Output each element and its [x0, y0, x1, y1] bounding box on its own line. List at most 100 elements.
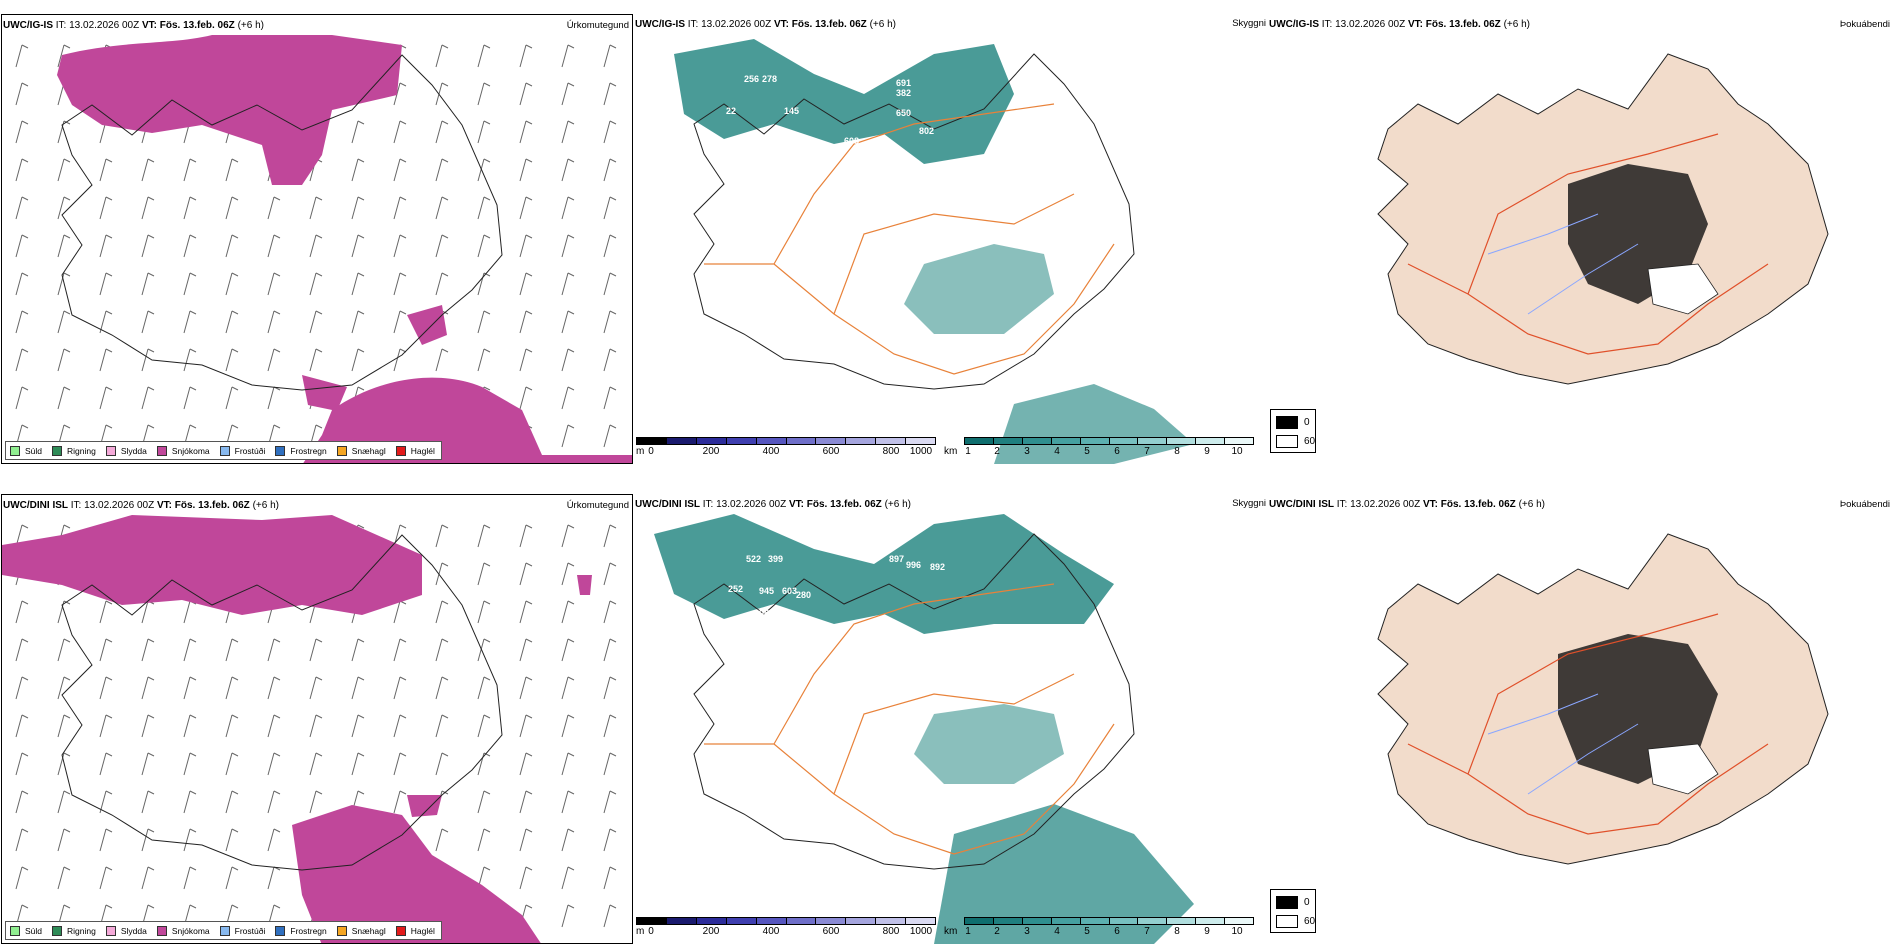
wind-barb-flag — [189, 424, 197, 429]
visibility-colorbar-strip — [964, 437, 1254, 445]
wind-barb-flag — [399, 638, 407, 643]
snow-patch-east — [407, 795, 442, 817]
wind-barb — [225, 676, 233, 700]
wind-barb — [99, 638, 107, 662]
wind-barb-flag — [147, 676, 155, 681]
wind-barb — [477, 790, 485, 814]
wind-barb — [561, 600, 569, 624]
wind-barb — [141, 790, 149, 814]
wind-barb-flag — [273, 348, 281, 353]
wind-barb-flag — [399, 158, 407, 163]
wind-barb-flag — [567, 424, 575, 429]
wind-barb-flag — [21, 424, 29, 429]
wind-barb — [57, 44, 65, 68]
wind-barb — [57, 310, 65, 334]
legend-item: Frostregn — [275, 925, 327, 936]
height-colorbar-strip — [636, 437, 936, 445]
legend-swatch — [395, 445, 406, 456]
wind-barb-flag — [399, 714, 407, 719]
visibility-tick: 10 — [1231, 926, 1243, 937]
wind-barb — [99, 348, 107, 372]
wind-barb-flag — [441, 82, 449, 87]
wind-barb — [225, 638, 233, 662]
wind-barb-flag — [189, 752, 197, 757]
wind-barb-flag — [609, 158, 617, 163]
visibility-tick: 5 — [1084, 446, 1090, 457]
wind-barb — [603, 310, 611, 334]
legend-swatch — [219, 925, 230, 936]
height-tick: 1000 — [909, 446, 933, 457]
visibility-tick: 8 — [1174, 446, 1180, 457]
fog-legend-swatch — [1276, 915, 1298, 928]
wind-barb — [435, 120, 443, 144]
wind-barb — [15, 752, 23, 776]
wind-barb-flag — [147, 158, 155, 163]
wind-barb-flag — [315, 310, 323, 315]
wind-barb — [393, 638, 401, 662]
wind-barb — [99, 600, 107, 624]
wind-barb-flag — [441, 714, 449, 719]
wind-barb-flag — [483, 44, 491, 49]
wind-barb-flag — [567, 348, 575, 353]
wind-barb — [351, 348, 359, 372]
coastline — [693, 533, 1135, 870]
wind-barb — [141, 600, 149, 624]
wind-barb-flag — [609, 524, 617, 529]
wind-barb — [141, 348, 149, 372]
wind-barb-flag — [105, 272, 113, 277]
wind-barb-flag — [189, 714, 197, 719]
wind-barb-flag — [105, 234, 113, 239]
wind-barb-flag — [21, 310, 29, 315]
visibility-tick: 4 — [1054, 446, 1060, 457]
snow-depth-label: 603 — [782, 586, 797, 596]
wind-barb — [183, 386, 191, 410]
wind-barb — [561, 866, 569, 890]
wind-barb — [477, 676, 485, 700]
wind-barb-flag — [21, 524, 29, 529]
wind-barb — [57, 828, 65, 852]
legend-swatch — [156, 445, 167, 456]
wind-barb-flag — [189, 828, 197, 833]
wind-barb-flag — [315, 348, 323, 353]
wind-barb-flag — [105, 600, 113, 605]
wind-barb-flag — [525, 600, 533, 605]
wind-barb — [309, 752, 317, 776]
coastline — [693, 53, 1135, 390]
colorbar-bin — [1196, 438, 1226, 444]
wind-barb-flag — [357, 310, 365, 315]
wind-barb-flag — [21, 638, 29, 643]
visibility-colorbar: km 1 2 3 4 5 6 7 8 9 10 — [944, 437, 1256, 463]
wind-barb-flag — [483, 828, 491, 833]
visibility-tick: 9 — [1204, 446, 1210, 457]
legend-swatch — [105, 445, 116, 456]
wind-barb — [477, 348, 485, 372]
wind-barb — [183, 714, 191, 738]
rivers — [1487, 213, 1639, 315]
legend-item: Rigning — [52, 925, 96, 936]
colorbar-bin — [1138, 918, 1168, 924]
wind-barb-flag — [21, 828, 29, 833]
wind-barb-flag — [525, 752, 533, 757]
legend-swatch — [336, 445, 347, 456]
wind-barb — [603, 386, 611, 410]
legend-item: Slydda — [105, 925, 147, 936]
wind-barb — [99, 676, 107, 700]
wind-barb-flag — [105, 386, 113, 391]
wind-barb-flag — [357, 234, 365, 239]
wind-barb — [477, 828, 485, 852]
wind-barb-flag — [273, 714, 281, 719]
wind-barb-flag — [315, 752, 323, 757]
wind-barb — [141, 676, 149, 700]
wind-barb-flag — [315, 790, 323, 795]
wind-barb-flag — [441, 524, 449, 529]
wind-barb-flag — [441, 196, 449, 201]
wind-barb-flag — [63, 272, 71, 277]
wind-barb — [435, 348, 443, 372]
wind-barb-flag — [609, 120, 617, 125]
wind-barb — [267, 752, 275, 776]
wind-barb-flag — [609, 904, 617, 909]
legend-item: Slydda — [105, 445, 147, 456]
wind-barb — [561, 752, 569, 776]
wind-barb-flag — [399, 676, 407, 681]
visibility-tick: 8 — [1174, 926, 1180, 937]
